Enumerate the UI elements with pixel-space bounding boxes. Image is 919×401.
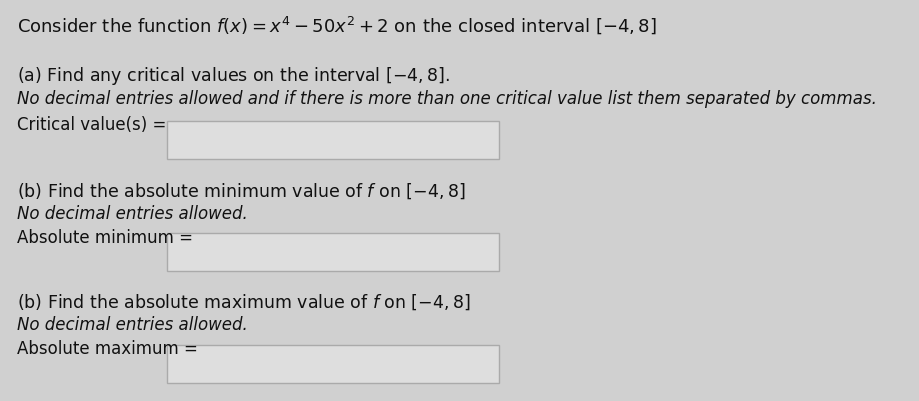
Text: No decimal entries allowed.: No decimal entries allowed.: [17, 205, 247, 223]
FancyBboxPatch shape: [167, 121, 499, 159]
FancyBboxPatch shape: [167, 345, 499, 383]
Text: No decimal entries allowed.: No decimal entries allowed.: [17, 316, 247, 334]
Text: (a) Find any critical values on the interval $[-4, 8]$.: (a) Find any critical values on the inte…: [17, 65, 449, 87]
Text: No decimal entries allowed and if there is more than one critical value list the: No decimal entries allowed and if there …: [17, 90, 877, 108]
Text: Consider the function $f(x) = x^4 - 50x^2 + 2$ on the closed interval $[-4, 8]$: Consider the function $f(x) = x^4 - 50x^…: [17, 15, 656, 36]
Text: (b) Find the absolute minimum value of $f$ on $[-4, 8]$: (b) Find the absolute minimum value of $…: [17, 181, 465, 201]
Text: Critical value(s) =: Critical value(s) =: [17, 116, 166, 134]
Text: Absolute maximum =: Absolute maximum =: [17, 340, 198, 358]
FancyBboxPatch shape: [167, 233, 499, 271]
Text: (b) Find the absolute maximum value of $f$ on $[-4, 8]$: (b) Find the absolute maximum value of $…: [17, 293, 471, 312]
Text: Absolute minimum =: Absolute minimum =: [17, 229, 193, 247]
